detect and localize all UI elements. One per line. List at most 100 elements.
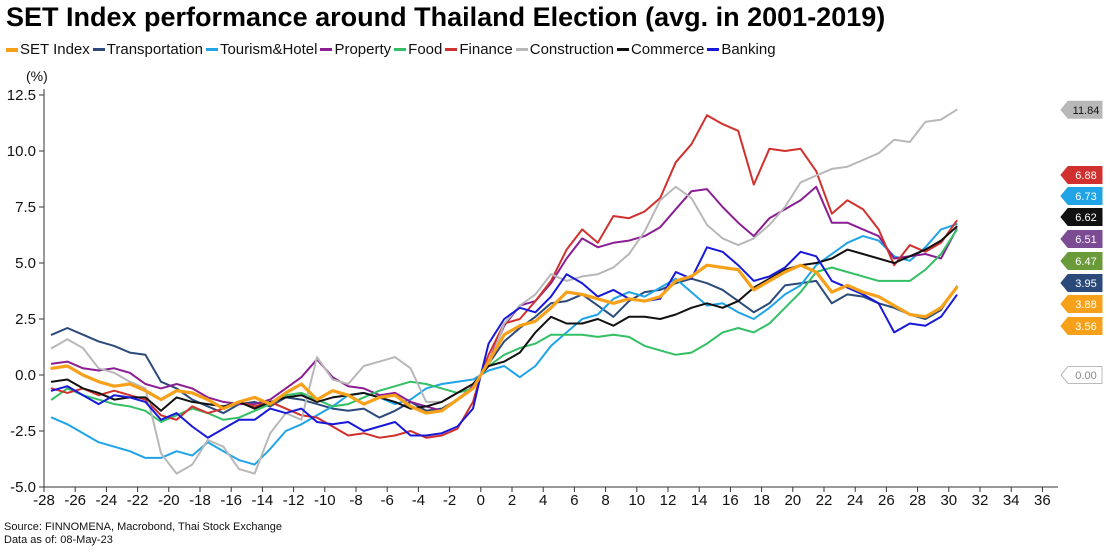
x-tick-label: -18 [189,492,211,509]
y-tick-label: 12.5 [7,87,36,104]
end-value-tag [1060,166,1103,184]
legend-item: Tourism&Hotel [205,41,318,58]
y-tick-label: 2.5 [15,311,36,328]
x-tick-label: -2 [443,492,456,509]
x-tick-label: -20 [158,492,180,509]
end-value-label: 6.62 [1075,212,1096,224]
legend-item: SET Index [6,41,90,58]
legend-swatch [394,48,407,51]
y-tick-label: 7.5 [15,199,36,216]
legend-label: Food [408,41,443,58]
x-tick-label: -16 [220,492,242,509]
end-value-tag [1060,187,1103,205]
legend-item: Commerce [616,41,705,58]
legend-label: SET Index [20,41,90,58]
end-value-tag [1060,366,1103,384]
y-tick-label: 5.0 [15,255,36,272]
x-tick-label: -28 [33,492,55,509]
end-value-tag [1060,252,1103,270]
legend-swatch [616,48,629,51]
x-tick-label: 28 [909,492,926,509]
legend-swatch [92,48,105,51]
end-value-label: 3.88 [1075,299,1096,311]
x-tick-label: 10 [628,492,645,509]
end-value-label: 0.00 [1075,370,1096,382]
end-value-label: 6.51 [1075,234,1096,246]
x-tick-label: -6 [381,492,394,509]
legend-label: Commerce [630,41,705,58]
legend-swatch [320,48,333,51]
x-tick-label: 6 [570,492,578,509]
end-value-label: 6.88 [1075,170,1096,182]
legend-label: Banking [721,41,776,58]
end-value-tag [1060,274,1103,292]
x-tick-label: 2 [508,492,516,509]
x-tick-label: 30 [940,492,957,509]
x-tick-label: 34 [1003,492,1020,509]
series-line-transportation [50,277,958,419]
x-tick-label: -22 [127,492,149,509]
x-tick-label: -4 [412,492,425,509]
y-tick-label: -5.0 [10,479,36,496]
x-tick-label: 22 [816,492,833,509]
x-tick-label: 16 [722,492,739,509]
x-tick-label: 24 [847,492,864,509]
y-axis-unit-label: (%) [26,68,48,84]
legend-label: Property [334,41,392,58]
y-tick-label: -2.5 [10,423,36,440]
legend-label: Construction [529,41,614,58]
chart-legend: SET Index Transportation Tourism&Hotel Prop… [6,41,779,58]
end-value-label: 3.56 [1075,321,1096,333]
x-tick-label: -14 [252,492,274,509]
end-value-label: 3.95 [1075,278,1096,290]
end-value-label: 11.84 [1073,105,1100,117]
end-value-tag [1060,230,1103,248]
legend-swatch [707,48,720,51]
end-value-tag [1060,100,1103,119]
series-line-tourism-hotel [50,223,958,466]
line-chart: (%)-5.0-2.50.02.55.07.510.012.5-28 -26 -24… [7,68,1103,509]
source-note: Source: FINNOMENA, Macrobond, Thai Stock… [4,521,282,533]
legend-item: Property [320,41,391,58]
series-line-finance [50,114,958,439]
legend-item: Transportation [92,41,203,58]
x-tick-label: 4 [539,492,547,509]
x-tick-label: -8 [349,492,362,509]
x-tick-label: 0 [477,492,485,509]
x-tick-label: 14 [691,492,708,509]
legend-item: Banking [707,41,776,58]
series-line-set-index [50,263,959,415]
end-value-label: 6.73 [1075,191,1096,203]
y-tick-label: 10.0 [7,143,36,160]
legend-swatch [205,48,218,51]
x-tick-label: 12 [660,492,677,509]
y-tick-label: 0.0 [15,367,36,384]
x-tick-label: 18 [753,492,770,509]
end-value-tag [1060,208,1103,226]
series-line-banking [50,246,958,439]
series-line-construction [50,108,958,475]
x-tick-label: 32 [972,492,989,509]
legend-label: Tourism&Hotel [219,41,318,58]
x-tick-label: -26 [64,492,86,509]
legend-swatch [515,48,528,51]
legend-item: Construction [515,41,614,58]
x-tick-label: -24 [96,492,118,509]
legend-label: Transportation [106,41,203,58]
end-value-label: 6.47 [1075,256,1096,268]
legend-label: Finance [459,41,513,58]
series-line-property [50,185,958,412]
x-tick-label: -12 [283,492,305,509]
end-value-tag [1060,317,1103,335]
legend-item: Finance [445,41,513,58]
legend-item: Food [394,41,442,58]
x-tick-label: 20 [784,492,801,509]
legend-swatch [445,48,458,51]
end-value-tag [1060,295,1103,313]
chart-footer: Source: FINNOMENA, Macrobond, Thai Stock… [4,521,282,547]
x-tick-label: -10 [314,492,336,509]
chart-title: SET Index performance around Thailand El… [6,2,886,32]
x-tick-label: 36 [1034,492,1051,509]
legend-swatch [6,47,18,52]
x-tick-label: 26 [878,492,895,509]
